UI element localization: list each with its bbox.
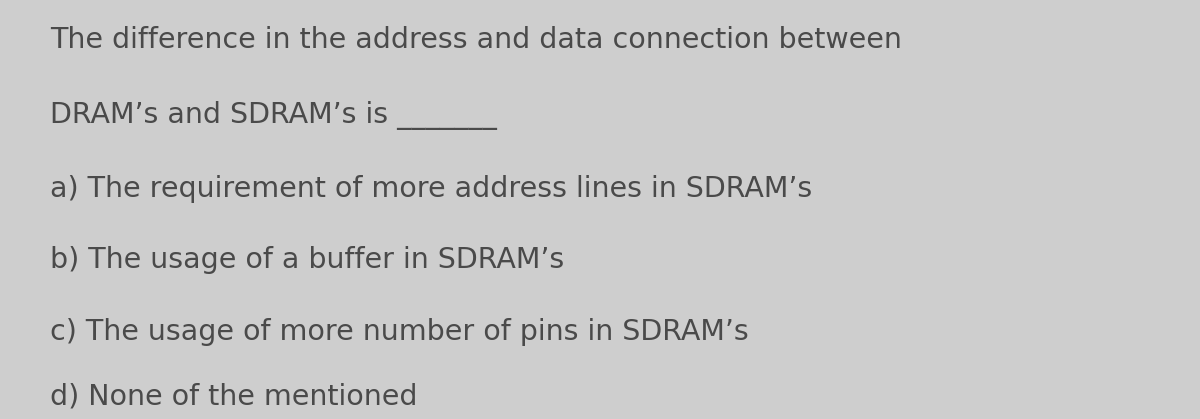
Text: d) None of the mentioned: d) None of the mentioned [50,383,418,411]
Text: c) The usage of more number of pins in SDRAM’s: c) The usage of more number of pins in S… [50,318,749,346]
Text: The difference in the address and data connection between: The difference in the address and data c… [50,26,902,54]
Text: a) The requirement of more address lines in SDRAM’s: a) The requirement of more address lines… [50,175,812,203]
Text: DRAM’s and SDRAM’s is _______: DRAM’s and SDRAM’s is _______ [50,101,497,130]
Text: b) The usage of a buffer in SDRAM’s: b) The usage of a buffer in SDRAM’s [50,246,565,274]
